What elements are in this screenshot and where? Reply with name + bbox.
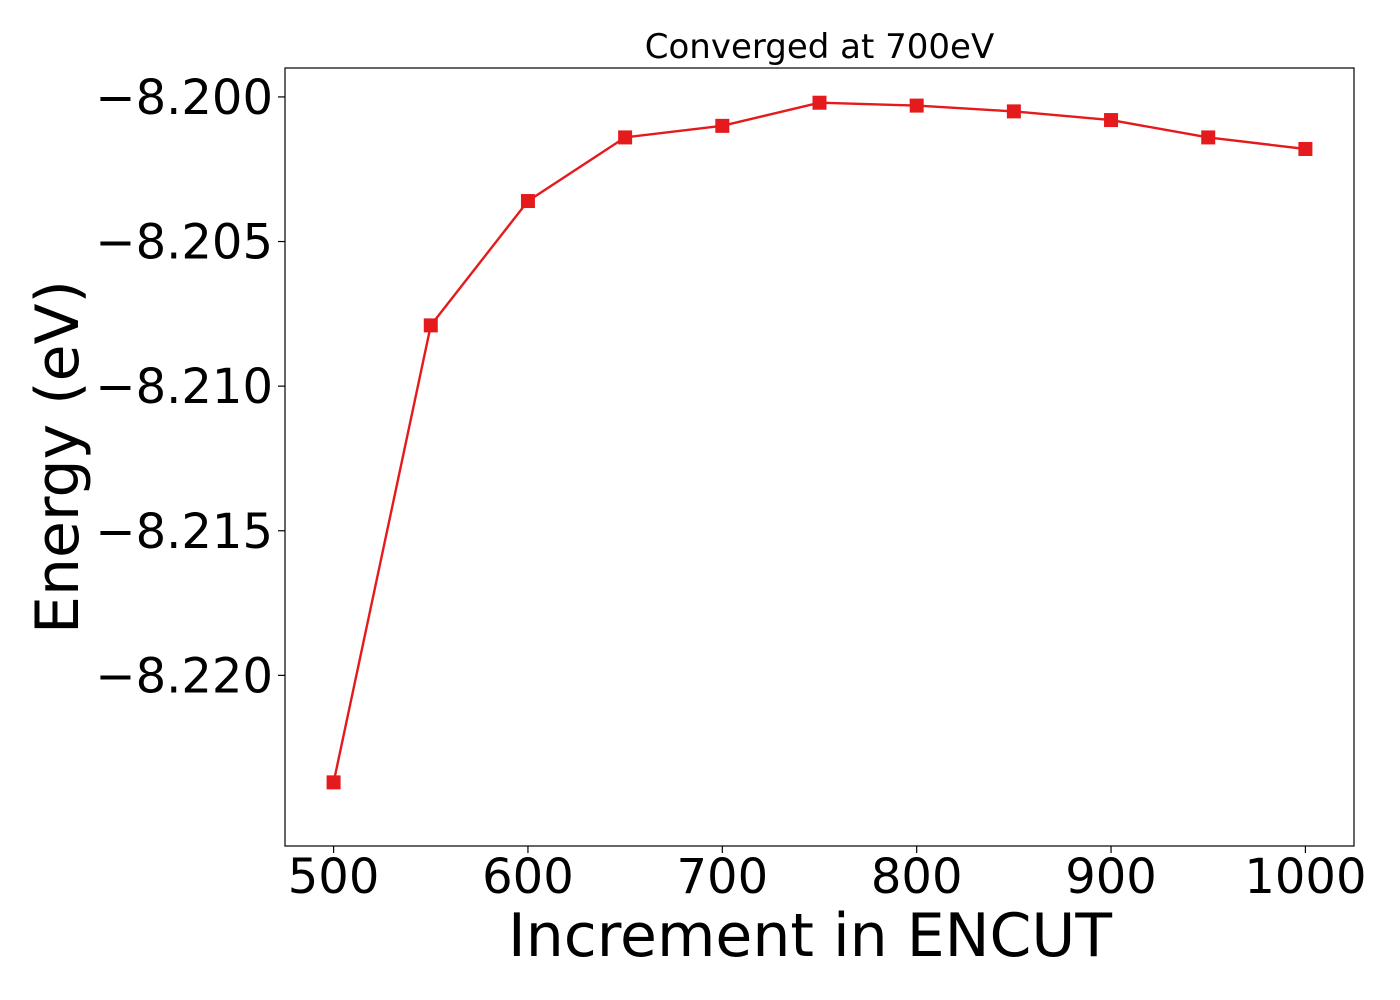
series-layer [326, 95, 1313, 790]
data-point-marker [423, 318, 438, 333]
plot-area [285, 68, 1354, 846]
x-tick-label: 900 [1065, 849, 1157, 905]
data-point-marker [715, 118, 730, 133]
data-point-marker [1104, 113, 1119, 128]
data-point-marker [520, 194, 535, 209]
plot-frame [284, 67, 1355, 847]
y-tick-label: −8.210 [95, 359, 273, 415]
x-tick-label: 700 [677, 849, 769, 905]
data-point-marker [812, 95, 827, 110]
x-tick-label: 800 [871, 849, 963, 905]
ticks-layer: 500 600 700 800 900 1000 −8.200 −8.205 −8.210 −8.… [95, 70, 1366, 905]
x-tick-label: 500 [288, 849, 380, 905]
data-point-marker [618, 130, 633, 145]
y-tick-label: −8.215 [95, 504, 273, 560]
y-axis-label: Energy (eV) [23, 280, 93, 634]
data-point-marker [909, 98, 924, 113]
x-tick-label: 600 [482, 849, 574, 905]
data-point-marker [1201, 130, 1216, 145]
data-point-marker [1006, 104, 1021, 119]
chart-title: Converged at 700eV [645, 27, 994, 67]
y-tick-label: −8.205 [95, 215, 273, 271]
x-axis-label: Increment in ENCUT [508, 901, 1112, 971]
y-tick-label: −8.220 [95, 648, 273, 704]
data-point-marker [326, 775, 341, 790]
y-tick-label: −8.200 [95, 70, 273, 126]
x-tick-label: 1000 [1244, 849, 1366, 905]
data-point-marker [1298, 141, 1313, 156]
